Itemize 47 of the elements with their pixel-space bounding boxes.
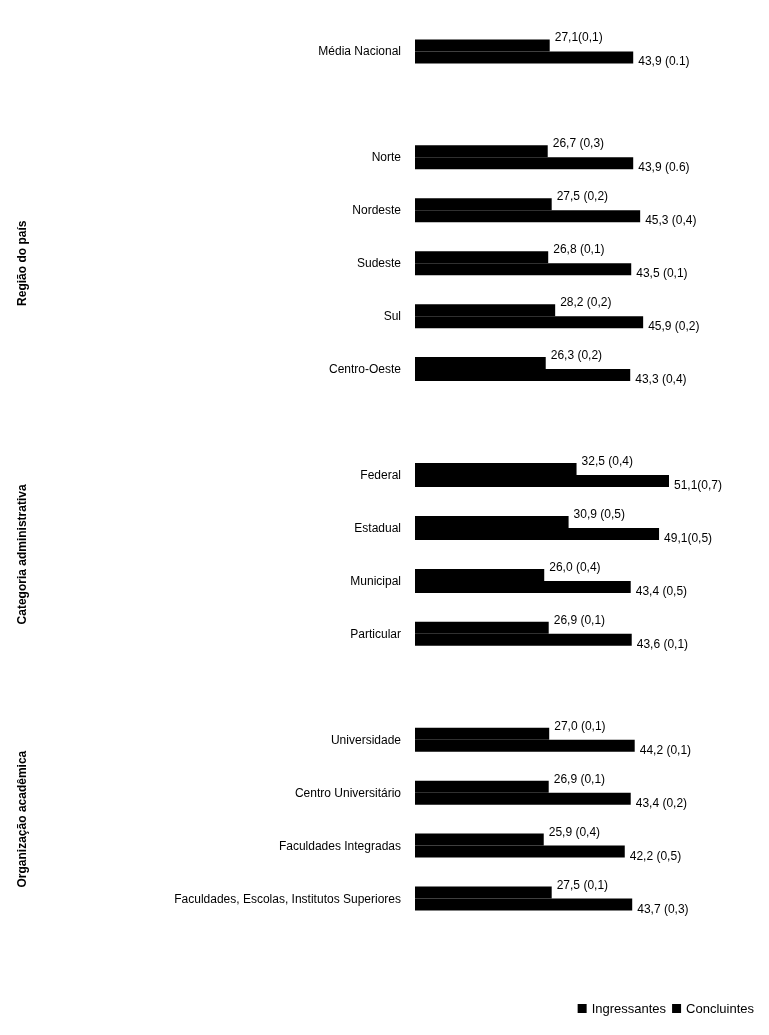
y-tick-label: Faculdades Integradas <box>278 838 401 853</box>
y-tick-label: Média Nacional <box>318 44 401 59</box>
data-label: 27,5 (0,2) <box>556 189 609 204</box>
data-label: 45,3 (0,4) <box>645 213 697 228</box>
data-label: 43,5 (0,1) <box>636 266 688 281</box>
data-label: 43,6 (0,1) <box>636 636 689 651</box>
data-label: 26,8 (0,1) <box>553 242 605 257</box>
data-label: 27,1(0,1) <box>554 30 603 45</box>
data-label: 49,1(0,5) <box>664 530 713 545</box>
y-tick-label: Centro-Oeste <box>328 362 402 377</box>
data-label: 43,4 (0,5) <box>635 583 688 598</box>
y-tick-label: Universidade <box>330 732 402 747</box>
legend-label: Concluintes <box>686 1001 755 1016</box>
data-label: 43,9 (0.1) <box>638 54 690 69</box>
data-label: 26,7 (0,3) <box>552 136 605 151</box>
data-label: 43,9 (0.6) <box>638 160 690 175</box>
data-label: 25,9 (0,4) <box>548 824 601 839</box>
legend-label: Ingressantes <box>591 1001 667 1016</box>
y-tick-label: Centro Universitário <box>294 785 402 800</box>
y-tick-label: Norte <box>371 150 402 165</box>
y-tick-label: Federal <box>360 468 401 482</box>
data-label: 26,9 (0,1) <box>553 771 606 786</box>
data-label: 42,2 (0,5) <box>629 848 682 863</box>
y-tick-label: Particular <box>350 626 401 641</box>
text: Categoria administrativa <box>15 484 29 625</box>
data-label: 26,0 (0,4) <box>549 559 601 574</box>
data-label: 45,9 (0,2) <box>648 319 700 334</box>
data-label: 27,0 (0,1) <box>554 718 606 733</box>
data-label: 28,2 (0,2) <box>560 295 612 310</box>
y-tick-label: Sul <box>383 309 401 324</box>
text: Região do país <box>15 220 29 306</box>
data-label: 26,9 (0,1) <box>553 612 606 627</box>
y-tick-label: Sudeste <box>356 256 402 271</box>
data-label: 27,5 (0,1) <box>556 877 609 892</box>
data-label: 51,1(0,7) <box>674 478 723 492</box>
text: Organização acadêmica <box>15 750 29 888</box>
y-tick-label: Municipal <box>350 573 401 588</box>
data-label: 26,3 (0,2) <box>550 348 603 363</box>
data-label: 43,4 (0,2) <box>635 795 688 810</box>
data-label: 43,7 (0,3) <box>637 901 689 916</box>
data-label: 44,2 (0,1) <box>639 742 692 757</box>
data-label: 30,9 (0,5) <box>573 506 625 521</box>
y-tick-label: Estadual <box>354 520 401 535</box>
data-label: 32,5 (0,4) <box>581 454 633 468</box>
y-tick-label: Nordeste <box>352 203 402 218</box>
data-label: 43,3 (0,4) <box>635 372 687 387</box>
y-tick-label: Faculdades, Escolas, Institutos Superiores <box>174 891 401 906</box>
